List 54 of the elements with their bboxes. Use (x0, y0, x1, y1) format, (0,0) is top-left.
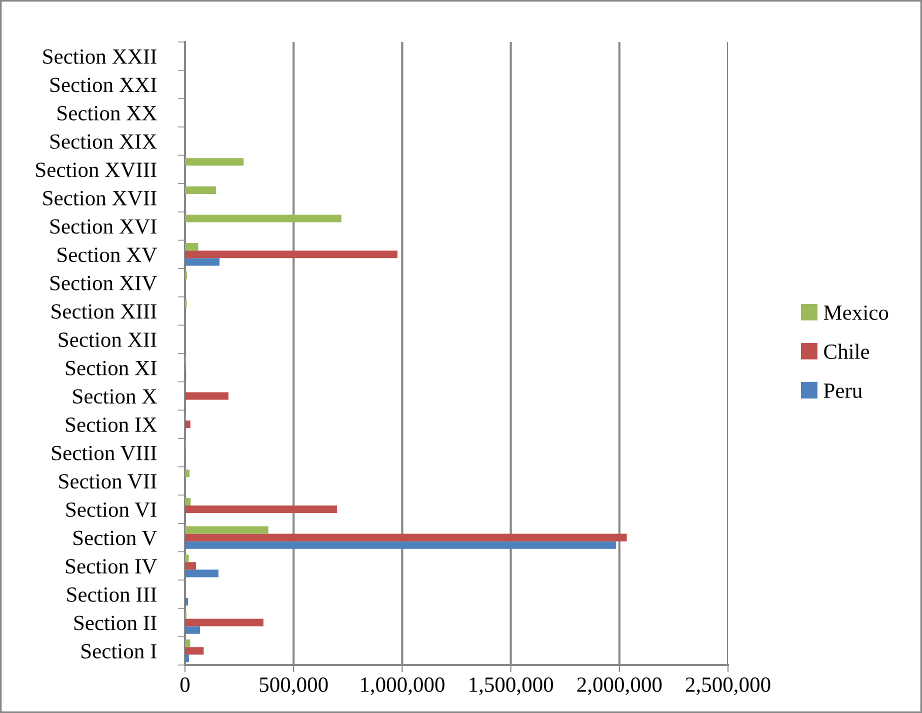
x-tick-label: 1,000,000 (361, 677, 444, 696)
legend-label: Peru (824, 384, 862, 398)
x-tick-label: 2,500,000 (686, 677, 770, 696)
bar (185, 505, 338, 514)
y-tick-label: Section VIII (52, 446, 156, 460)
y-tick-label: Section XI (66, 360, 156, 376)
y-tick-label: Section V (74, 530, 157, 546)
bar (185, 598, 188, 606)
y-tick-label: Section XV (58, 248, 157, 262)
y-tick-label: Section XX (58, 106, 157, 120)
bar (185, 420, 190, 428)
x-tick-label: 500,000 (260, 677, 328, 696)
y-tick-label: Section XVIII (36, 162, 156, 178)
bar (185, 570, 218, 578)
bar (185, 470, 190, 478)
y-tick-label: Section X (73, 389, 157, 404)
bar (185, 526, 268, 534)
y-tick-label: Section XXII (43, 49, 156, 64)
bar (185, 250, 398, 258)
y-tick-label: Section VII (59, 474, 156, 489)
y-tick-label: Section XXI (50, 78, 156, 92)
y-tick-label: Section II (74, 616, 156, 630)
legend-label: Chile (824, 344, 870, 359)
y-tick-label: Section III (67, 587, 156, 602)
y-tick-label: Section XIX (50, 134, 157, 149)
legend-label: Mexico (824, 305, 888, 320)
bar (185, 541, 616, 549)
x-tick-label: 0 (180, 677, 190, 692)
y-tick-label: Section XIV (50, 276, 157, 290)
bar (185, 158, 244, 166)
bar (185, 562, 196, 570)
bar (185, 640, 190, 648)
bar (185, 626, 200, 634)
x-tick-label: 2,000,000 (577, 677, 662, 696)
bar (185, 392, 228, 400)
bar (185, 618, 264, 626)
bar (185, 258, 220, 266)
bar (185, 214, 342, 222)
y-tick-label: Section IX (66, 418, 157, 432)
y-tick-label: Section I (82, 644, 156, 659)
bar (185, 554, 189, 562)
y-tick-label: Section VI (66, 502, 156, 518)
y-tick-label: Section XVI (50, 219, 156, 234)
bar (185, 186, 216, 194)
y-tick-label: Section XVII (43, 190, 156, 206)
bar (185, 647, 204, 655)
x-tick-label: 1,500,000 (470, 677, 554, 696)
y-tick-label: Section IV (66, 559, 157, 574)
y-tick-label: Section XIII (52, 304, 156, 319)
y-tick-label: Section XII (58, 332, 156, 348)
bar (185, 498, 191, 506)
bar (185, 654, 189, 662)
bar (185, 243, 198, 251)
bar (185, 534, 627, 542)
